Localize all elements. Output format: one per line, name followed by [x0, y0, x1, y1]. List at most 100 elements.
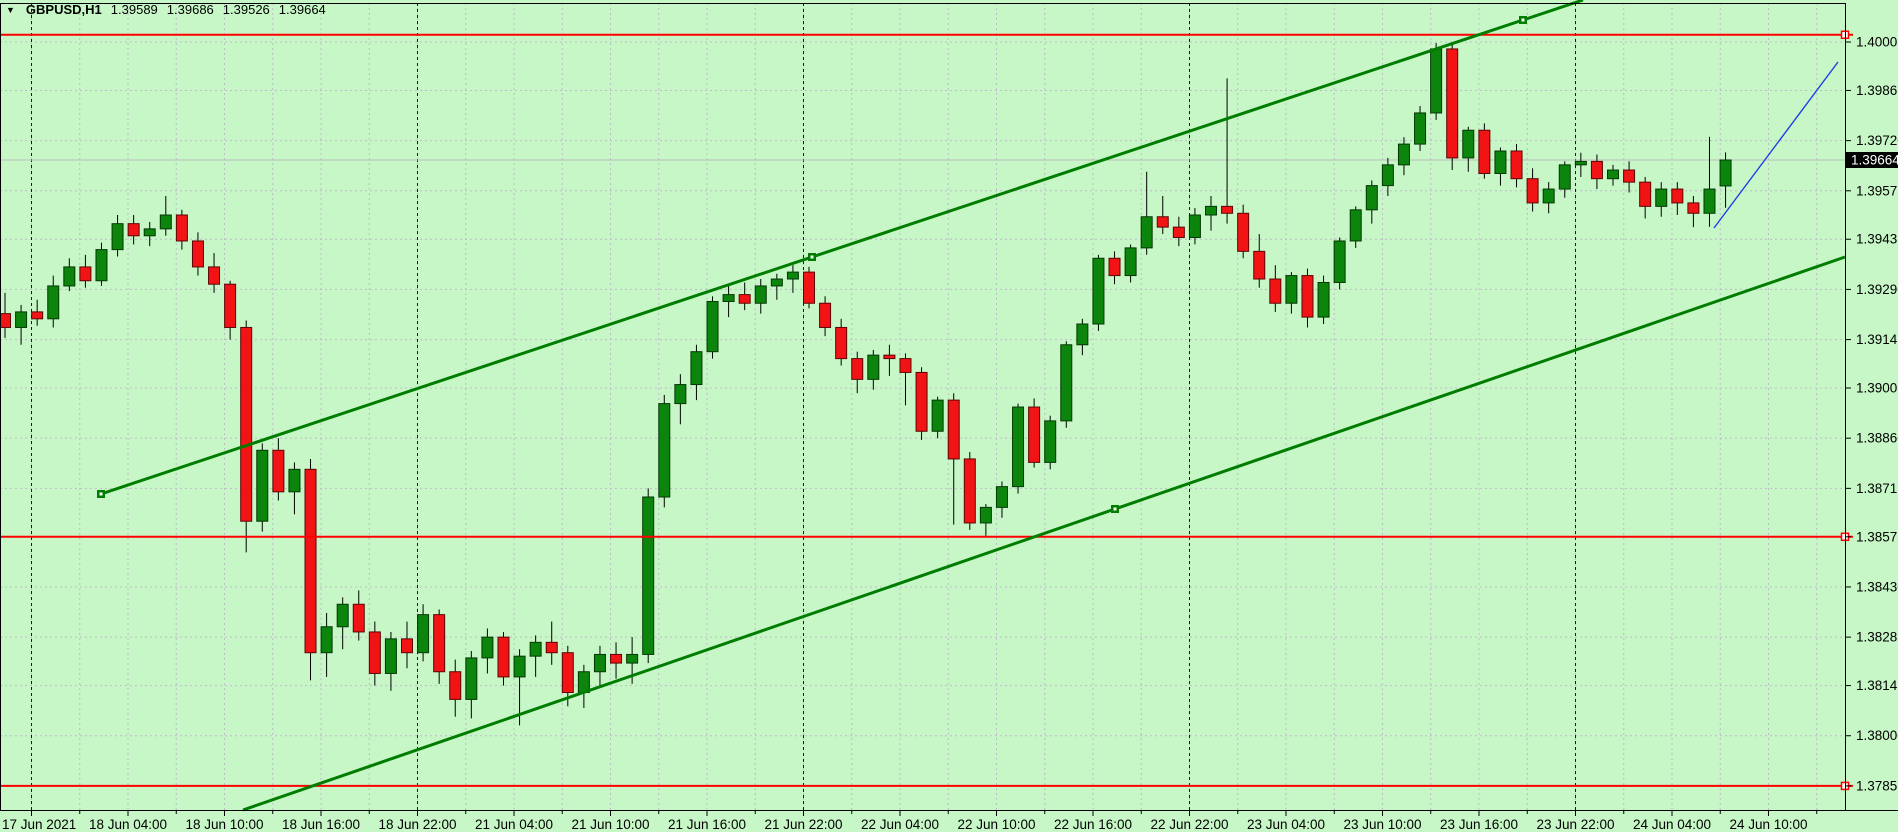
candle [1671, 182, 1684, 216]
candle [738, 282, 751, 311]
candle [1317, 275, 1330, 325]
candle [336, 597, 349, 650]
candle [1558, 161, 1571, 198]
candle [867, 349, 880, 390]
candle [529, 635, 542, 677]
candle [1607, 164, 1619, 186]
candle [401, 621, 413, 669]
candle [15, 304, 28, 345]
candle [1076, 318, 1089, 356]
candle [1140, 171, 1153, 255]
candle [1333, 237, 1346, 290]
candle [786, 265, 799, 293]
candle [1237, 204, 1250, 259]
candle [208, 253, 221, 293]
ohlc-high: 1.39686 [166, 2, 214, 17]
candle [127, 215, 140, 245]
candle [1623, 161, 1636, 193]
candle [1221, 78, 1234, 224]
time-axis-label: 23 Jun 10:00 [1343, 817, 1421, 832]
trend-channel[interactable] [97, 0, 1846, 812]
candle [1703, 136, 1716, 227]
candle [304, 458, 317, 681]
candle [947, 393, 960, 525]
time-axis-label: 21 Jun 22:00 [764, 817, 842, 832]
time-axis-label: 24 Jun 10:00 [1729, 817, 1807, 832]
blue-trendline[interactable] [1713, 61, 1839, 229]
candle [384, 631, 397, 691]
time-axis-label: 21 Jun 04:00 [475, 817, 553, 832]
candle [240, 320, 253, 553]
candle [899, 353, 912, 406]
candle [1012, 403, 1025, 494]
candle [1269, 265, 1282, 312]
candle [1687, 195, 1700, 228]
candle [1092, 254, 1105, 331]
candle [288, 462, 301, 515]
price-axis-label: 1.38430 [1856, 579, 1898, 594]
time-axis[interactable]: 17 Jun 2021 18 Jun 04:00 18 Jun 10:00 18 Ju… [2, 810, 1818, 832]
price-axis-label: 1.38285 [1856, 630, 1898, 645]
ohlc-close: 1.39664 [278, 2, 326, 17]
candle [111, 215, 124, 257]
candle [175, 209, 188, 250]
time-axis-label: 18 Jun 10:00 [185, 817, 263, 832]
candle [995, 481, 1008, 518]
candle [1494, 147, 1507, 186]
candle [883, 344, 896, 376]
candle [706, 296, 719, 359]
candle [931, 396, 944, 439]
time-axis-label: 18 Jun 22:00 [378, 817, 456, 832]
candle [915, 367, 928, 440]
price-axis-label: 1.39575 [1856, 183, 1898, 198]
price-axis-label: 1.39720 [1856, 133, 1898, 148]
candle [1526, 168, 1539, 212]
candle [979, 503, 992, 536]
candle [963, 452, 976, 530]
candle [690, 344, 703, 401]
candle [835, 318, 848, 366]
candle [1542, 182, 1555, 214]
time-axis-label: 18 Jun 16:00 [282, 817, 360, 832]
time-axis-label: 21 Jun 10:00 [571, 817, 649, 832]
time-axis-label: 23 Jun 04:00 [1247, 817, 1325, 832]
price-axis-label: 1.39865 [1856, 83, 1898, 98]
current-price-box [1846, 152, 1898, 168]
candle [722, 285, 735, 318]
candle [1639, 176, 1652, 219]
candle [1462, 126, 1475, 172]
price-axis-label: 1.40005 [1856, 35, 1898, 50]
candle [433, 609, 446, 684]
candle [481, 628, 494, 674]
candle [1205, 195, 1217, 231]
candle [803, 266, 815, 309]
candle [368, 621, 381, 686]
price-axis[interactable]: 1.40005 1.39865 1.39720 1.39575 1.39435 1.392… [1845, 35, 1898, 794]
candle [1365, 180, 1378, 224]
candle [819, 296, 832, 337]
candle [577, 664, 590, 709]
candle [770, 273, 783, 300]
time-axis-label: 24 Jun 04:00 [1633, 817, 1711, 832]
candle [1060, 341, 1073, 428]
candle [159, 195, 172, 236]
symbol-period-label: GBPUSD,H1 [25, 2, 102, 17]
candle [352, 590, 365, 641]
candle [224, 280, 237, 340]
candle [1172, 216, 1185, 247]
candle [191, 232, 204, 276]
candle [513, 649, 526, 726]
time-axis-label: 17 Jun 2021 [2, 817, 76, 832]
current-price-label: 1.39664 [1851, 153, 1898, 168]
candle [143, 221, 156, 247]
candle [754, 279, 767, 314]
candle [642, 488, 655, 664]
candle [1301, 268, 1314, 328]
chart-header: ▼ GBPUSD,H1 1.39589 1.39686 1.39526 1.39… [6, 2, 326, 17]
candle [658, 394, 671, 508]
candle [1655, 182, 1668, 217]
time-axis-label: 21 Jun 16:00 [668, 817, 746, 832]
symbol-dropdown-icon[interactable]: ▼ [6, 4, 15, 15]
